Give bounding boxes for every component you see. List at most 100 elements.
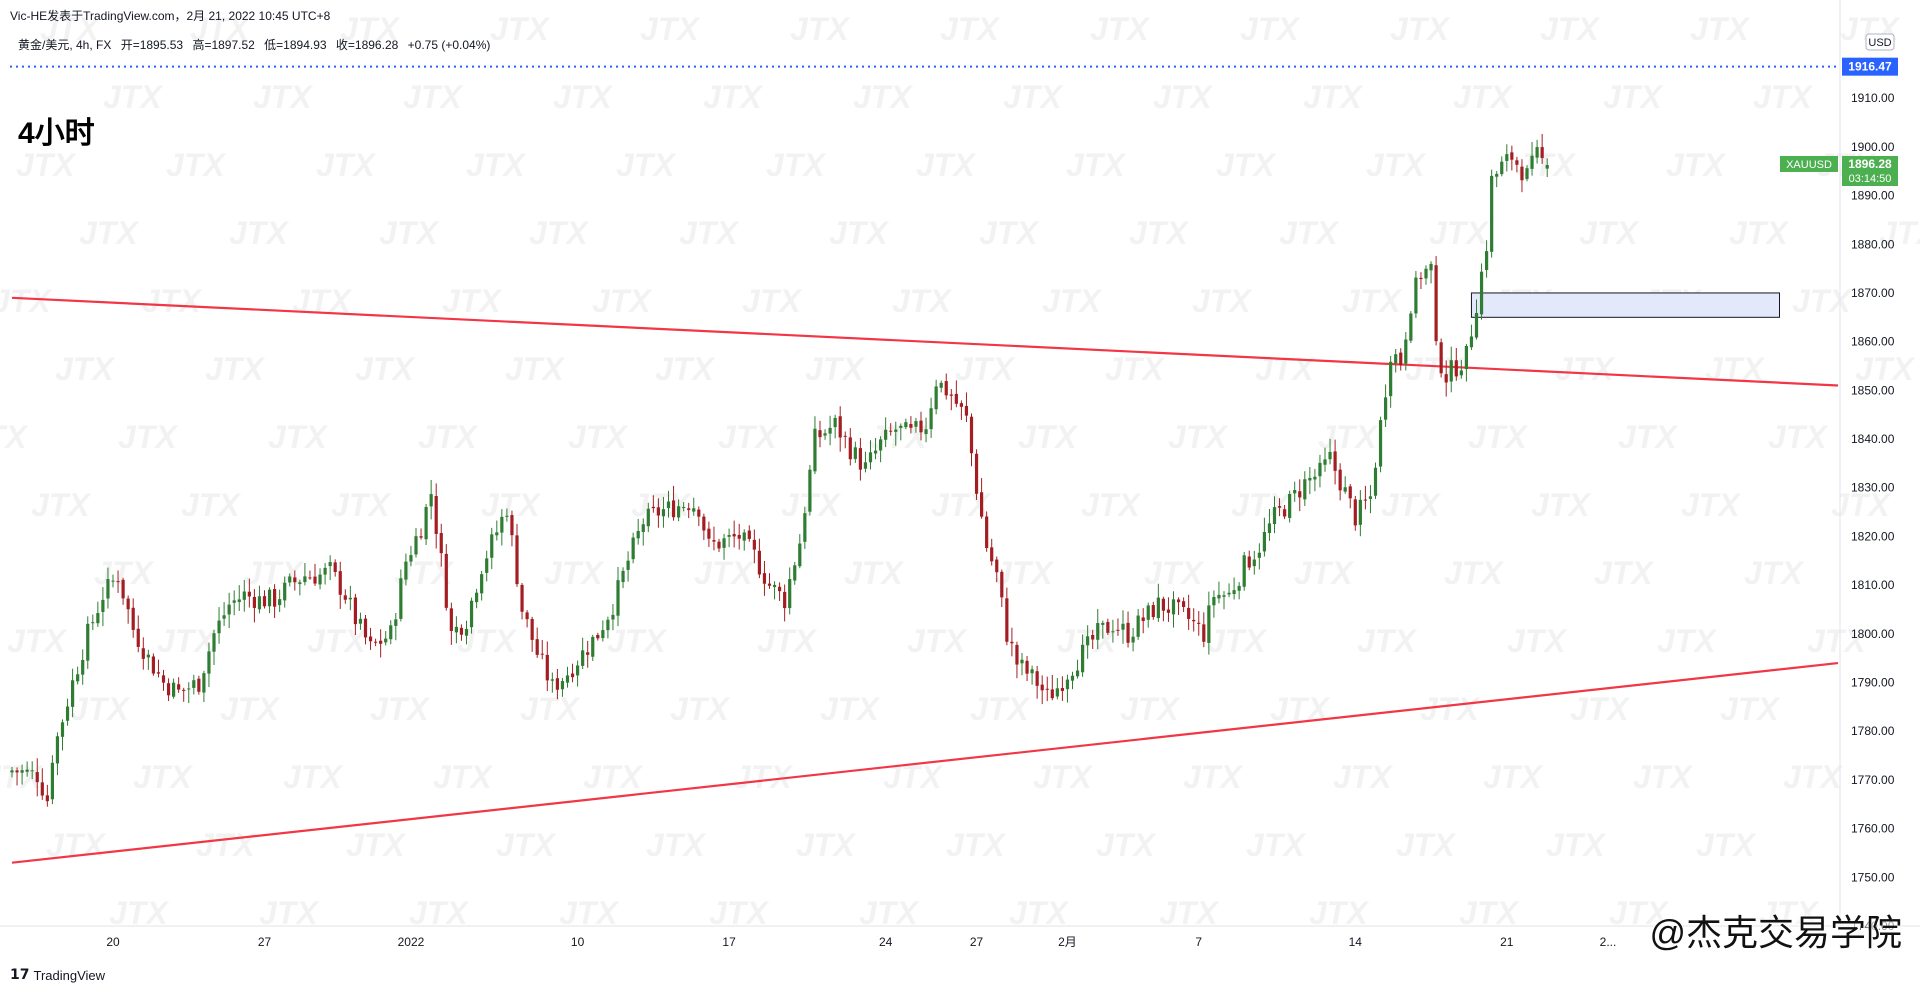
candle-body <box>1288 494 1292 518</box>
watermark-tile: JTX <box>1192 283 1252 319</box>
candle-body <box>1111 631 1115 633</box>
candle-body <box>464 628 469 636</box>
watermark-tile: JTX <box>655 351 715 387</box>
watermark-tile: JTX <box>220 691 280 727</box>
candle-body <box>343 595 347 600</box>
watermark-layer: JTX JTX JTX JTX JTX JTX JTX JTX JTX JTX JTX JTX JTXJ… <box>0 11 1920 931</box>
candle-body <box>616 580 620 616</box>
candle-body <box>454 626 458 633</box>
candle-body <box>222 615 226 619</box>
watermark-tile: JTX <box>553 79 613 115</box>
candle-body <box>1353 499 1357 526</box>
candle-body <box>858 448 862 470</box>
price-axis[interactable]: USD 1910.00 1900.00 1890.00 1880.00 1870.00 18… <box>1780 33 1898 933</box>
candle-body <box>752 539 756 550</box>
candle-body <box>1040 684 1044 691</box>
watermark-tile: JTX <box>1153 79 1213 115</box>
candle-body <box>1262 531 1266 552</box>
watermark-tile: JTX <box>259 895 319 931</box>
watermark-tile: JTX <box>1231 487 1291 523</box>
watermark-tile: JTX <box>616 147 676 183</box>
candle-body <box>106 579 110 599</box>
candle-body <box>136 628 140 647</box>
price-tick-label: 1860.00 <box>1851 335 1895 349</box>
watermark-tile: JTX <box>1096 827 1156 863</box>
watermark-tile: JTX <box>403 79 463 115</box>
price-tick-label: 1790.00 <box>1851 676 1895 690</box>
candle-body <box>384 638 388 643</box>
candle-body <box>1424 268 1428 279</box>
candle-body <box>1464 345 1468 370</box>
price-tick-label: 1880.00 <box>1851 237 1895 251</box>
watermark-tile: JTX <box>1333 759 1393 795</box>
candle-body <box>156 672 161 674</box>
watermark-tile: JTX <box>1255 351 1315 387</box>
watermark-tile: JTX <box>7 623 67 659</box>
candle-body <box>1000 571 1004 598</box>
price-tick-label: 1750.00 <box>1851 870 1895 884</box>
candle-body <box>646 508 650 527</box>
candle-body <box>1414 277 1418 314</box>
watermark-tile: JTX <box>1744 555 1804 591</box>
candle-body <box>1394 354 1398 364</box>
candle-body <box>545 654 549 681</box>
candle-body <box>1515 160 1519 165</box>
high-value: 高=1897.52 <box>192 38 255 52</box>
time-tick-label: 2月 <box>1058 935 1077 949</box>
candle-body <box>788 579 792 609</box>
candle-body <box>1373 467 1378 496</box>
candle-body <box>671 500 676 518</box>
watermark-tile: JTX <box>1831 487 1891 523</box>
symbol-label[interactable]: 黄金/美元, 4h, FX <box>18 38 112 52</box>
candle-body <box>1308 477 1312 481</box>
watermark-tile: JTX <box>979 215 1039 251</box>
watermark-tile: JTX <box>1081 487 1141 523</box>
candle-body <box>283 582 287 601</box>
candle-body <box>1207 605 1211 643</box>
watermark-tile: JTX <box>892 283 952 319</box>
watermark-tile: JTX <box>766 147 826 183</box>
price-tick-label: 1890.00 <box>1851 189 1895 203</box>
candle-body <box>81 659 85 675</box>
candle-body <box>586 652 590 655</box>
watermark-tile: JTX <box>1690 11 1750 47</box>
tradingview-brand[interactable]: 17 TradingView <box>10 967 105 983</box>
candle-body <box>308 577 312 579</box>
watermark-tile: JTX <box>496 827 556 863</box>
candle-body <box>323 567 327 575</box>
price-tick-label: 1740.00 <box>1851 919 1895 933</box>
candle-body <box>212 633 216 652</box>
candle-body <box>146 654 150 658</box>
candle-body <box>1439 342 1443 374</box>
candle-body <box>510 515 514 536</box>
candle-body <box>515 535 519 585</box>
candle-body <box>177 684 181 690</box>
watermark-tile: JTX <box>1009 895 1069 931</box>
candle-body <box>1449 360 1453 382</box>
candle-body <box>742 532 746 541</box>
time-axis[interactable]: 20 27 2022 10 17 24 27 2月 7 14 21 2... <box>106 935 1616 949</box>
candle-body <box>661 509 666 517</box>
price-tick-label: 1820.00 <box>1851 529 1895 543</box>
candle-body <box>273 589 277 607</box>
candle-body <box>1171 599 1176 615</box>
candle-body <box>55 736 60 764</box>
candle-body <box>404 561 408 580</box>
watermark-tile: JTX <box>157 623 217 659</box>
watermark-tile: JTX <box>829 215 889 251</box>
watermark-tile: JTX <box>946 827 1006 863</box>
watermark-tile: JTX <box>694 555 754 591</box>
candle-body <box>368 636 373 642</box>
candle-body <box>974 453 979 494</box>
candle-body <box>1303 479 1307 500</box>
candle-body <box>1384 397 1388 420</box>
watermark-tile: JTX <box>1507 623 1567 659</box>
candle-body <box>692 508 696 512</box>
watermark-tile: JTX <box>1759 895 1819 931</box>
candle-body <box>793 565 797 581</box>
candle-body <box>459 627 464 635</box>
price-grid <box>0 0 1920 927</box>
candle-body <box>1202 624 1206 642</box>
candle-body <box>1323 459 1327 465</box>
